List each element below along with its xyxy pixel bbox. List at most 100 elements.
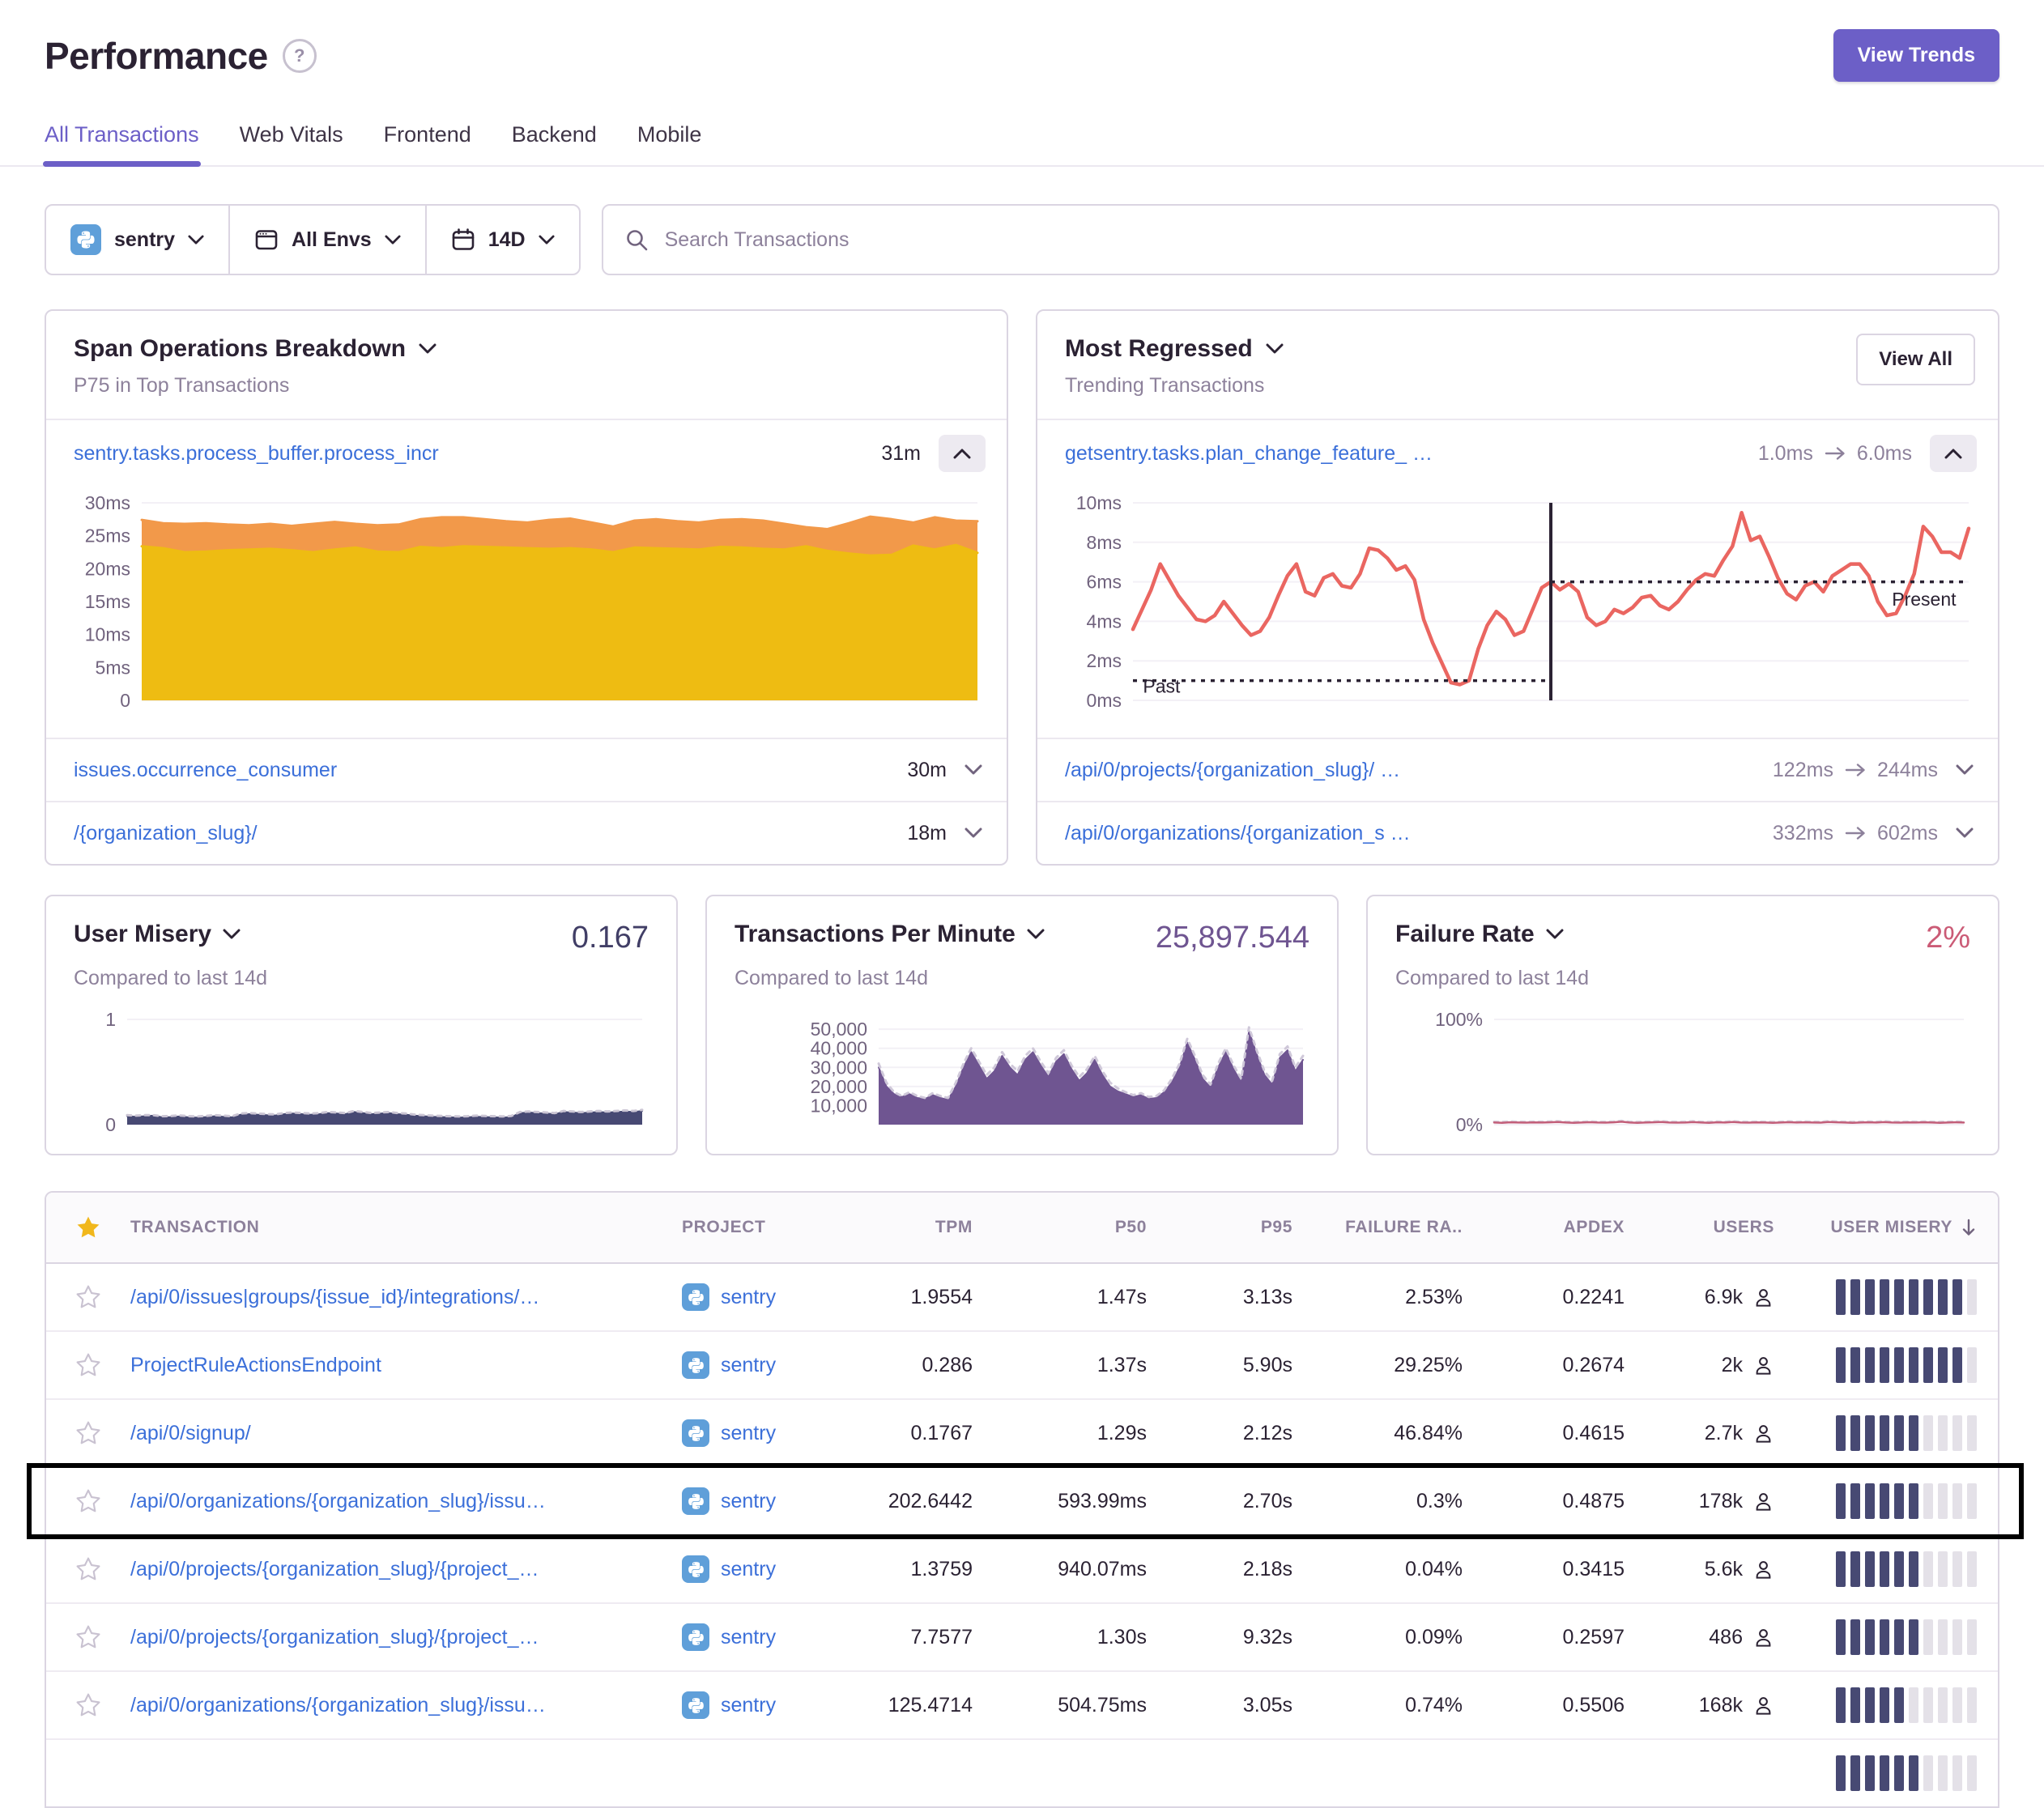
star-toggle[interactable] xyxy=(46,1352,130,1378)
star-toggle[interactable] xyxy=(46,1624,130,1650)
tpm-chart[interactable]: 50,00040,00030,00020,00010,000 xyxy=(735,1011,1309,1134)
failure-rate-title-dropdown[interactable]: Failure Rate xyxy=(1395,921,1564,948)
column-header-p95[interactable]: P95 xyxy=(1176,1218,1322,1237)
tab-web-vitals[interactable]: Web Vitals xyxy=(240,122,343,165)
to-value: 602ms xyxy=(1877,822,1938,845)
user-misery-panel: User Misery 0.167 Compared to last 14d 1… xyxy=(45,895,678,1155)
chevron-up-icon xyxy=(1944,448,1962,459)
failure-rate-chart[interactable]: 100%0% xyxy=(1395,1011,1970,1134)
misery-bar xyxy=(1952,1279,1962,1315)
transaction-link[interactable]: /api/0/signup/ xyxy=(130,1422,251,1444)
table-row[interactable]: /api/0/issues|groups/{issue_id}/integrat… xyxy=(46,1264,1998,1330)
column-header-failure-rate[interactable]: FAILURE RA.. xyxy=(1322,1218,1492,1237)
project-link[interactable]: sentry xyxy=(721,1490,776,1513)
project-cell[interactable]: sentry xyxy=(682,1555,856,1583)
project-link[interactable]: sentry xyxy=(721,1354,776,1377)
user-icon xyxy=(1752,1491,1774,1512)
tab-all-transactions[interactable]: All Transactions xyxy=(45,122,199,165)
most-regressed-chart[interactable]: 10ms8ms6ms4ms2ms0msPastPresent xyxy=(1042,479,1980,731)
transaction-link[interactable]: /api/0/organizations/{organization_s … xyxy=(1065,822,1753,845)
column-header-user-misery[interactable]: USER MISERY xyxy=(1803,1218,1998,1237)
misery-bar xyxy=(1909,1415,1918,1451)
transaction-link[interactable]: sentry.tasks.process_buffer.process_incr xyxy=(74,442,862,466)
date-range-selector[interactable]: 14D xyxy=(425,206,579,274)
table-row[interactable]: /api/0/projects/{organization_slug}/{pro… xyxy=(46,1534,1998,1602)
transaction-link[interactable]: /api/0/projects/{organization_slug}/{pro… xyxy=(130,1558,539,1580)
transaction-link[interactable]: issues.occurrence_consumer xyxy=(74,759,888,782)
misery-bar xyxy=(1952,1483,1962,1519)
misery-bar xyxy=(1967,1415,1977,1451)
table-row[interactable]: /api/0/organizations/{organization_slug}… xyxy=(46,1670,1998,1738)
help-icon[interactable]: ? xyxy=(283,39,317,73)
expand-button[interactable] xyxy=(965,764,982,776)
transaction-link[interactable]: /api/0/projects/{organization_slug}/{pro… xyxy=(130,1626,539,1648)
table-row[interactable]: /api/0/signup/sentry0.17671.29s2.12s46.8… xyxy=(46,1398,1998,1466)
environment-selector-label: All Envs xyxy=(292,228,372,252)
misery-bar xyxy=(1865,1619,1875,1655)
project-link[interactable]: sentry xyxy=(721,1286,776,1309)
tab-frontend[interactable]: Frontend xyxy=(384,122,471,165)
transaction-link[interactable]: /api/0/issues|groups/{issue_id}/integrat… xyxy=(130,1286,539,1308)
project-link[interactable]: sentry xyxy=(721,1422,776,1445)
project-link[interactable]: sentry xyxy=(721,1558,776,1581)
column-header-project[interactable]: PROJECT xyxy=(682,1218,856,1237)
expand-button[interactable] xyxy=(1956,764,1974,776)
span-ops-title-dropdown[interactable]: Span Operations Breakdown xyxy=(74,335,979,363)
project-link[interactable]: sentry xyxy=(721,1694,776,1717)
user-misery-title-dropdown[interactable]: User Misery xyxy=(74,921,241,948)
search-input[interactable] xyxy=(663,228,1977,253)
project-cell[interactable]: sentry xyxy=(682,1283,856,1311)
view-trends-button[interactable]: View Trends xyxy=(1833,29,1999,82)
column-header-p50[interactable]: P50 xyxy=(1002,1218,1176,1237)
environment-selector[interactable]: All Envs xyxy=(228,206,425,274)
transaction-link[interactable]: /api/0/organizations/{organization_slug}… xyxy=(130,1490,546,1512)
transaction-link[interactable]: ProjectRuleActionsEndpoint xyxy=(130,1354,381,1376)
collapse-button[interactable] xyxy=(1930,435,1977,472)
star-toggle[interactable] xyxy=(46,1692,130,1718)
project-cell[interactable]: sentry xyxy=(682,1419,856,1447)
span-operations-chart[interactable]: 30ms25ms20ms15ms10ms5ms0 xyxy=(51,479,989,731)
column-header-users[interactable]: USERS xyxy=(1654,1218,1803,1237)
table-row[interactable]: ProjectRuleActionsEndpointsentry0.2861.3… xyxy=(46,1330,1998,1398)
column-header-transaction[interactable]: TRANSACTION xyxy=(130,1218,682,1237)
transaction-link[interactable]: /{organization_slug}/ xyxy=(74,822,888,845)
transaction-link[interactable]: /api/0/projects/{organization_slug}/ … xyxy=(1065,759,1753,782)
most-regressed-title-dropdown[interactable]: Most Regressed xyxy=(1065,335,1970,363)
star-toggle[interactable] xyxy=(46,1488,130,1514)
expand-button[interactable] xyxy=(1956,827,1974,839)
collapse-button[interactable] xyxy=(939,435,986,472)
project-cell[interactable]: sentry xyxy=(682,1691,856,1719)
project-cell[interactable]: sentry xyxy=(682,1351,856,1379)
span-ops-subtitle: P75 in Top Transactions xyxy=(74,374,979,398)
star-toggle[interactable] xyxy=(46,1420,130,1446)
column-header-apdex[interactable]: APDEX xyxy=(1492,1218,1654,1237)
transaction-link[interactable]: /api/0/organizations/{organization_slug}… xyxy=(130,1694,546,1717)
table-row[interactable] xyxy=(46,1738,1998,1806)
star-toggle[interactable] xyxy=(46,1284,130,1310)
chevron-up-icon xyxy=(953,448,971,459)
misery-bar xyxy=(1836,1687,1846,1723)
tpm-title-dropdown[interactable]: Transactions Per Minute xyxy=(735,921,1045,948)
view-all-button[interactable]: View All xyxy=(1856,334,1975,385)
star-column-header[interactable] xyxy=(46,1215,130,1240)
tab-backend[interactable]: Backend xyxy=(512,122,597,165)
misery-bar xyxy=(1850,1347,1860,1383)
project-selector[interactable]: sentry xyxy=(46,206,228,274)
project-cell[interactable]: sentry xyxy=(682,1623,856,1651)
span-operations-panel: Span Operations Breakdown P75 in Top Tra… xyxy=(45,309,1008,866)
transaction-link[interactable]: getsentry.tasks.plan_change_feature_ … xyxy=(1065,442,1739,466)
table-row[interactable]: /api/0/organizations/{organization_slug}… xyxy=(46,1466,1998,1534)
users-cell: 168k xyxy=(1654,1694,1803,1717)
table-row[interactable]: /api/0/projects/{organization_slug}/{pro… xyxy=(46,1602,1998,1670)
misery-bar xyxy=(1909,1687,1918,1723)
project-link[interactable]: sentry xyxy=(721,1626,776,1649)
p50-cell: 1.29s xyxy=(1002,1422,1176,1445)
expand-button[interactable] xyxy=(965,827,982,839)
search-transactions-box[interactable] xyxy=(602,204,1999,275)
project-cell[interactable]: sentry xyxy=(682,1487,856,1515)
column-header-tpm[interactable]: TPM xyxy=(856,1218,1002,1237)
tab-mobile[interactable]: Mobile xyxy=(637,122,702,165)
failure-rate-title: Failure Rate xyxy=(1395,921,1535,948)
user-misery-chart[interactable]: 10 xyxy=(74,1011,649,1134)
star-toggle[interactable] xyxy=(46,1556,130,1582)
